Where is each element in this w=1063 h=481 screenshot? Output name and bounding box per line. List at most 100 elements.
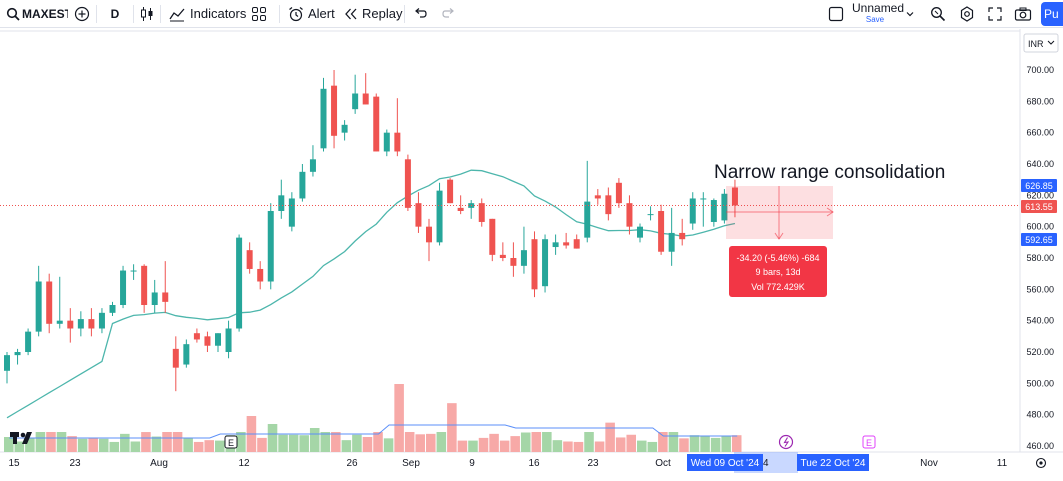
candle-body bbox=[584, 201, 591, 238]
candle-body bbox=[352, 93, 359, 110]
price-label-high-bg bbox=[1021, 179, 1057, 192]
settings-button[interactable] bbox=[957, 0, 977, 28]
publish-button[interactable]: Pu bbox=[1041, 2, 1063, 26]
snapshot-button[interactable] bbox=[1013, 0, 1033, 28]
candle-body bbox=[415, 203, 422, 227]
candle-body bbox=[246, 250, 253, 269]
chart-area[interactable]: Narrow range consolidation -34.20 (-5.46… bbox=[0, 29, 1063, 481]
price-axis[interactable]: 700.00 680.00 660.00 640.00 620.00 600.00 580.… bbox=[1026, 65, 1054, 451]
toolbar-divider bbox=[279, 4, 280, 23]
volume-bar bbox=[552, 440, 563, 452]
candle-body bbox=[552, 242, 559, 248]
volume-bar bbox=[689, 435, 700, 452]
candle bbox=[615, 178, 622, 208]
candle-body bbox=[288, 198, 295, 227]
volume-bar bbox=[25, 438, 35, 452]
volume-bar bbox=[46, 432, 56, 452]
candle bbox=[309, 145, 316, 177]
volume-bar bbox=[278, 434, 288, 452]
volume-bar bbox=[700, 436, 710, 452]
candle-body bbox=[172, 348, 179, 368]
volume-bars bbox=[4, 384, 742, 452]
logo-slash bbox=[22, 432, 32, 444]
time-tick-label: Sep bbox=[402, 458, 420, 469]
undo-button[interactable] bbox=[405, 0, 435, 28]
candle-body bbox=[457, 207, 464, 211]
candle-body bbox=[193, 333, 200, 340]
redo-icon bbox=[442, 7, 456, 21]
layout-menu-button[interactable] bbox=[903, 0, 917, 28]
volume-bar bbox=[731, 435, 742, 452]
volume-bar bbox=[404, 432, 415, 452]
time-tick-label: Nov bbox=[920, 458, 938, 469]
fullscreen-button[interactable] bbox=[985, 0, 1005, 28]
time-axis-settings[interactable] bbox=[1035, 457, 1047, 469]
dividend-marker[interactable] bbox=[778, 434, 794, 450]
candle bbox=[204, 331, 211, 352]
replay-button[interactable]: Replay bbox=[338, 0, 402, 28]
redo-button[interactable] bbox=[435, 0, 463, 28]
time-label-start-bg bbox=[687, 454, 763, 471]
earnings-marker-past[interactable]: E bbox=[224, 435, 238, 449]
candle bbox=[447, 178, 454, 204]
volume-ma-line bbox=[9, 424, 738, 439]
candle-body bbox=[499, 254, 506, 258]
volume-bar bbox=[710, 437, 721, 452]
volume-bar bbox=[88, 437, 98, 452]
chart-type-button[interactable] bbox=[134, 0, 160, 28]
volume-bar bbox=[542, 432, 552, 452]
candle-body bbox=[594, 195, 601, 199]
candle-body bbox=[309, 159, 316, 172]
symbol-search[interactable]: MAXESTA bbox=[0, 0, 68, 28]
candle-body bbox=[278, 195, 285, 211]
currency-button[interactable]: INR bbox=[1023, 33, 1059, 53]
layout-checkbox[interactable] bbox=[826, 0, 846, 28]
candle-body bbox=[489, 218, 496, 255]
time-axis[interactable]: 15 23 Aug 12 26 Sep 9 16 23 Oct Nov 11 bbox=[8, 458, 1007, 469]
candle-body bbox=[605, 195, 612, 215]
alert-button[interactable]: Alert bbox=[280, 0, 338, 28]
volume-bar bbox=[193, 441, 204, 452]
volume-bar bbox=[215, 440, 225, 452]
candle bbox=[394, 98, 401, 157]
price-chart[interactable]: Narrow range consolidation -34.20 (-5.46… bbox=[0, 29, 1063, 481]
interval-button[interactable]: D bbox=[110, 6, 120, 21]
candle bbox=[626, 195, 633, 235]
candle bbox=[183, 339, 190, 368]
candle-body bbox=[700, 198, 707, 200]
annotation-text[interactable]: Narrow range consolidation bbox=[714, 162, 945, 183]
volume-bar bbox=[436, 432, 447, 452]
earnings-marker-future[interactable]: E bbox=[862, 435, 876, 449]
candle-body bbox=[267, 211, 274, 282]
candle bbox=[35, 265, 42, 337]
volume-bar bbox=[109, 441, 120, 452]
volume-bar bbox=[98, 438, 109, 452]
quick-search-button[interactable] bbox=[928, 0, 948, 28]
volume-bar bbox=[499, 440, 510, 452]
volume-bar bbox=[647, 441, 658, 452]
price-label-low-text: 592.65 bbox=[1025, 235, 1053, 245]
candle-body bbox=[447, 179, 454, 204]
candle-body bbox=[120, 270, 127, 305]
candle bbox=[77, 311, 84, 337]
candle bbox=[162, 261, 169, 313]
candle bbox=[193, 328, 200, 343]
candle bbox=[700, 192, 707, 227]
alert-label: Alert bbox=[308, 6, 335, 21]
price-tick-label: 640.00 bbox=[1026, 159, 1054, 169]
compare-add-button[interactable] bbox=[68, 0, 96, 28]
candle-body bbox=[299, 171, 306, 199]
measure-arrow-down bbox=[774, 232, 784, 240]
tradingview-logo[interactable] bbox=[10, 432, 32, 444]
candle-body bbox=[183, 344, 190, 365]
layout-name-button[interactable]: Unnamed Save bbox=[852, 2, 904, 26]
time-tick-label: Aug bbox=[150, 458, 168, 469]
templates-button[interactable] bbox=[245, 0, 273, 28]
candle-body bbox=[710, 200, 717, 222]
indicators-button[interactable]: Indicators bbox=[161, 0, 246, 28]
candle bbox=[721, 189, 728, 224]
candle-body bbox=[373, 96, 380, 152]
candle bbox=[689, 192, 696, 230]
candle bbox=[225, 320, 232, 359]
price-tick-label: 480.00 bbox=[1026, 410, 1054, 420]
